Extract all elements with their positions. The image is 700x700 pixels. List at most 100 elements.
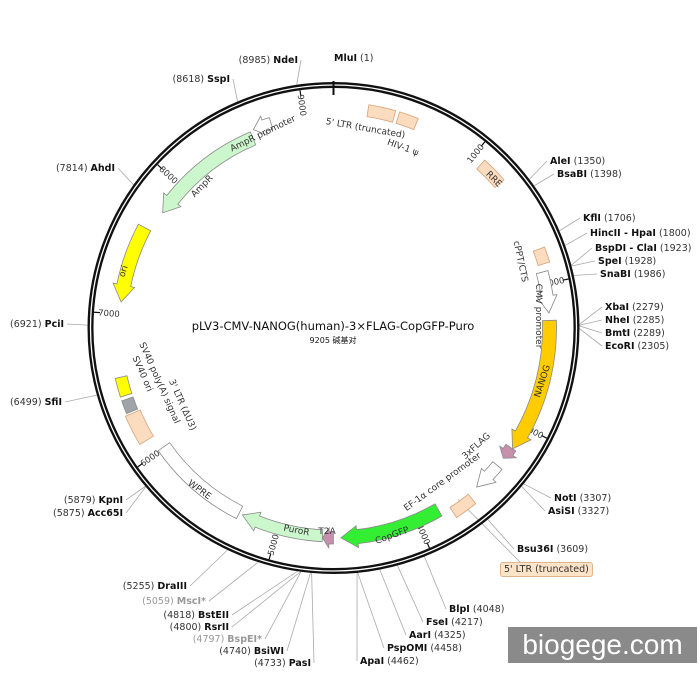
restriction-site-bsu36i[interactable]: Bsu36I (3609)	[517, 544, 588, 555]
site-leader-line	[66, 323, 88, 326]
site-position: (5255)	[123, 581, 158, 592]
site-leader-line	[231, 571, 298, 616]
site-name: AsiSI	[548, 506, 575, 517]
feature-5-ltr-truncated[interactable]	[449, 493, 477, 519]
tick-mark	[268, 553, 272, 560]
site-name: SpeI	[598, 256, 622, 267]
feature-5-ltr-truncated[interactable]	[366, 104, 397, 123]
restriction-site-sfii[interactable]: (6499) SfiI	[10, 397, 62, 408]
site-name: SfiI	[45, 397, 62, 408]
restriction-site-pcii[interactable]: (6921) PciI	[10, 319, 64, 330]
feature-3-ltr-u3[interactable]	[124, 409, 155, 445]
restriction-site-pspomi[interactable]: PspOMI (4458)	[387, 643, 462, 654]
feature-ef-1-core-promoter[interactable]	[476, 461, 503, 488]
site-position: (4797)	[193, 634, 228, 645]
site-leader-line	[286, 572, 311, 652]
site-position: (1928)	[622, 256, 657, 267]
site-name: BspEI*	[227, 634, 262, 645]
site-leader-line	[125, 486, 146, 501]
feature-nanog[interactable]	[511, 319, 557, 450]
site-name: KpnI	[99, 495, 123, 506]
site-leader-line	[579, 306, 603, 325]
restriction-site-bspei[interactable]: (4797) BspEI*	[193, 634, 262, 645]
site-leader-line	[64, 394, 97, 403]
feature-cmv-promoter[interactable]	[535, 270, 558, 314]
feature-label: HIV-1 ψ	[386, 138, 420, 159]
restriction-site-ahdi[interactable]: (7814) AhdI	[56, 163, 115, 174]
restriction-site-aari[interactable]: AarI (4325)	[409, 630, 466, 641]
restriction-site-bsabi[interactable]: BsaBI (1398)	[557, 169, 622, 180]
site-name: AarI	[409, 630, 431, 641]
feature-callout-5-ltr: 5' LTR (truncated)	[500, 562, 593, 577]
feature-copgfp[interactable]	[340, 503, 443, 549]
site-leader-line	[231, 571, 301, 628]
tick-mark	[137, 462, 143, 468]
restriction-site-snabi[interactable]: SnaBI (1986)	[600, 269, 665, 280]
restriction-site-msci[interactable]: (5059) MscI*	[142, 596, 206, 607]
site-position: (3307)	[577, 493, 612, 504]
restriction-site-xbai[interactable]: XbaI (2279)	[605, 302, 664, 313]
feature-label: 5' LTR (truncated)	[325, 117, 406, 141]
restriction-site-draiii[interactable]: (5255) DraIII	[123, 581, 187, 592]
site-leader-line	[189, 549, 228, 587]
site-name: NdeI	[273, 55, 298, 66]
restriction-site-spei[interactable]: SpeI (1928)	[598, 256, 656, 267]
restriction-site-kpni[interactable]: (5879) KpnI	[64, 495, 123, 506]
tick-mark	[299, 90, 302, 97]
restriction-site-hincii-hpai[interactable]: HincII - HpaI (1800)	[590, 228, 691, 239]
site-leader-line	[573, 273, 598, 276]
restriction-site-bspdi-clai[interactable]: BspDI - ClaI (1923)	[595, 243, 691, 254]
restriction-site-alei[interactable]: AleI (1350)	[550, 156, 605, 167]
plasmid-title: pLV3-CMV-NANOG(human)-3×FLAG-CopGFP-Puro	[192, 319, 475, 333]
feature-label: RRE	[483, 170, 503, 190]
site-position: (1398)	[587, 169, 622, 180]
restriction-site-rsrii[interactable]: (4800) RsrII	[170, 622, 229, 633]
site-leader-line	[357, 572, 385, 649]
feature-sv40-ori[interactable]	[121, 396, 139, 415]
site-position: (2285)	[630, 315, 665, 326]
site-name: NheI	[605, 315, 630, 326]
restriction-site-bsteii[interactable]: (4818) BstEII	[163, 610, 229, 621]
feature-wpre[interactable]	[157, 442, 244, 520]
restriction-site-apai[interactable]: ApaI (4462)	[360, 656, 419, 667]
restriction-site-bsiwi[interactable]: (4740) BsiWI	[219, 646, 284, 657]
feature-ampr-promoter[interactable]	[252, 115, 274, 136]
site-position: (4462)	[384, 656, 419, 667]
feature-hiv-1[interactable]	[395, 111, 419, 131]
site-name: XbaI	[605, 302, 629, 313]
restriction-site-ecori[interactable]: EcoRI (2305)	[605, 341, 669, 352]
feature-t2a[interactable]	[321, 526, 334, 550]
restriction-site-nhei[interactable]: NheI (2285)	[605, 315, 664, 326]
restriction-site-fsei[interactable]: FseI (4217)	[426, 617, 483, 628]
site-position: (4818)	[163, 610, 198, 621]
site-name: PciI	[45, 319, 64, 330]
restriction-site-blpi[interactable]: BlpI (4048)	[449, 604, 504, 615]
feature-puror[interactable]	[241, 511, 324, 543]
feature-sv40-poly-a-signal[interactable]	[114, 375, 133, 398]
site-name: AhdI	[91, 163, 115, 174]
feature-cppt-cts[interactable]	[532, 246, 551, 266]
feature-ori[interactable]	[112, 223, 152, 303]
site-name: HincII - HpaI	[590, 228, 656, 239]
restriction-site-bmti[interactable]: BmtI (2289)	[605, 328, 665, 339]
restriction-site-noti[interactable]: NotI (3307)	[554, 493, 611, 504]
site-name: KflI	[583, 213, 601, 224]
restriction-site-kfli[interactable]: KflI (1706)	[583, 213, 636, 224]
site-position: (6921)	[10, 319, 45, 330]
tick-mark	[541, 434, 547, 439]
site-name: MluI	[334, 53, 357, 64]
feature-3xflag[interactable]	[499, 443, 518, 459]
restriction-site-asisi[interactable]: AsiSI (3327)	[548, 506, 609, 517]
site-name: PasI	[289, 658, 311, 669]
restriction-site-acc65i[interactable]: (5875) Acc65I	[53, 508, 123, 519]
site-name: ApaI	[360, 656, 384, 667]
site-leader-line	[397, 565, 424, 623]
site-leader-line	[264, 571, 302, 640]
restriction-site-pasi[interactable]: (4733) PasI	[254, 658, 311, 669]
restriction-site-mlui[interactable]: MluI (1)	[334, 53, 374, 64]
feature-ampr[interactable]	[162, 131, 257, 214]
feature-rre[interactable]	[476, 159, 505, 189]
restriction-site-sspi[interactable]: (8618) SspI	[173, 74, 230, 85]
restriction-site-ndei[interactable]: (8985) NdeI	[239, 55, 298, 66]
